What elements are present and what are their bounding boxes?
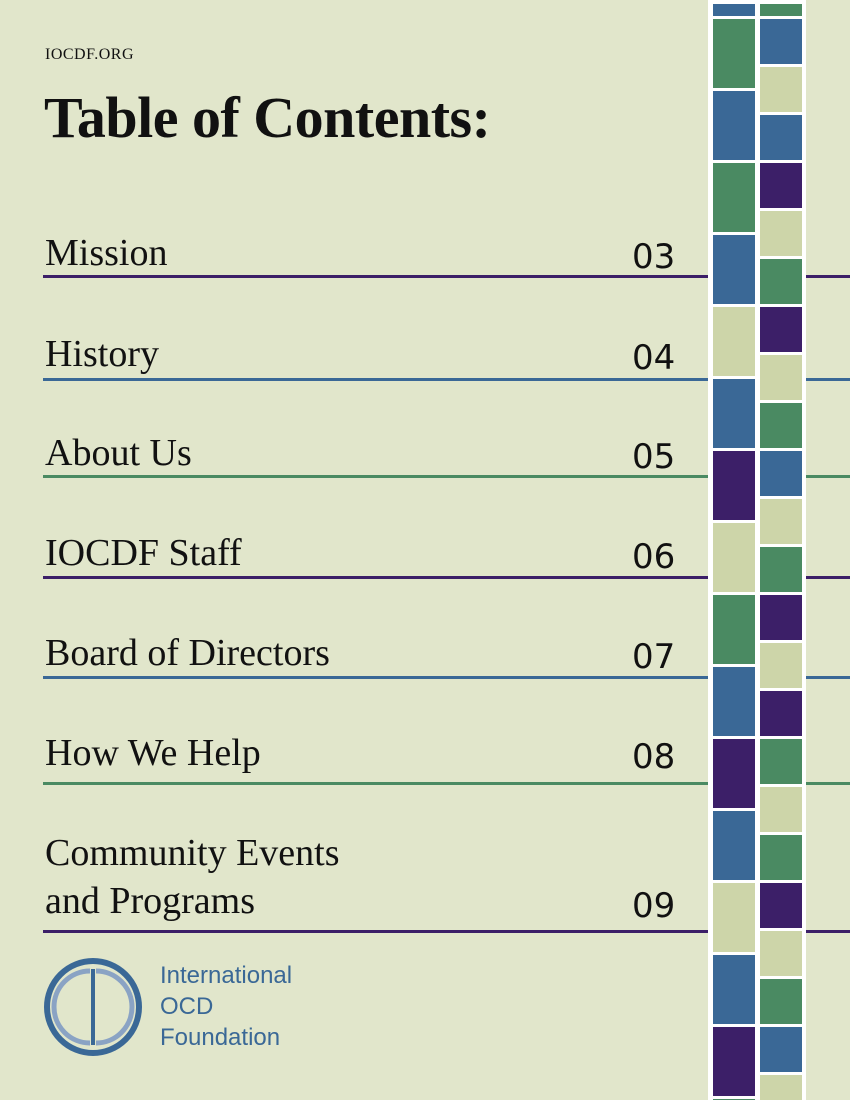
logo-line-international: International xyxy=(160,962,293,989)
toc-item-label: About Us xyxy=(45,432,192,474)
mosaic-tile xyxy=(760,115,802,160)
mosaic-tile xyxy=(760,19,802,64)
logo-line-ocd: OCD xyxy=(160,993,214,1020)
mosaic-tile xyxy=(713,1027,755,1096)
mosaic-tile xyxy=(713,379,755,448)
mosaic-tile xyxy=(713,523,755,592)
mosaic-tile xyxy=(713,451,755,520)
mosaic-tile xyxy=(760,883,802,928)
mosaic-tile xyxy=(760,211,802,256)
mosaic-tile xyxy=(760,739,802,784)
toc-item-label: Board of Directors xyxy=(45,632,330,674)
mosaic-tile xyxy=(760,499,802,544)
mosaic-tile xyxy=(760,979,802,1024)
toc-item-page-number: 05 xyxy=(632,437,676,477)
toc-item-community-events[interactable]: Community Events and Programs 09 xyxy=(0,829,850,935)
toc-item-iocdf-staff[interactable]: IOCDF Staff 06 xyxy=(0,529,850,581)
toc-item-page-number: 09 xyxy=(632,886,676,926)
toc-item-mission[interactable]: Mission 03 xyxy=(0,229,850,281)
mosaic-tile xyxy=(760,1075,802,1100)
mosaic-tile xyxy=(760,691,802,736)
logo-line-foundation: Foundation xyxy=(160,1024,281,1051)
mosaic-tile xyxy=(760,4,802,16)
page-title: Table of Contents: xyxy=(44,85,491,150)
mosaic-tile xyxy=(713,307,755,376)
toc-divider xyxy=(43,782,850,785)
toc-item-label: Community Events and Programs xyxy=(45,832,340,922)
toc-item-page-number: 04 xyxy=(632,338,676,378)
toc-item-label: IOCDF Staff xyxy=(45,532,242,574)
toc-divider xyxy=(43,576,850,579)
mosaic-tile xyxy=(713,595,755,664)
toc-item-board-of-directors[interactable]: Board of Directors 07 xyxy=(0,629,850,681)
toc-item-label: History xyxy=(45,333,159,375)
mosaic-tile xyxy=(760,403,802,448)
iocdf-logo: International OCD Foundation xyxy=(43,957,303,1057)
mosaic-tile xyxy=(713,163,755,232)
mosaic-tile xyxy=(713,739,755,808)
mosaic-tile xyxy=(760,355,802,400)
mosaic-tile xyxy=(713,235,755,304)
site-url: IOCDF.ORG xyxy=(45,46,135,63)
mosaic-tile xyxy=(760,67,802,112)
toc-divider xyxy=(43,378,850,381)
mosaic-tile xyxy=(760,835,802,880)
mosaic-tile xyxy=(760,163,802,208)
mosaic-tile xyxy=(760,1027,802,1072)
mosaic-tile xyxy=(760,307,802,352)
logo-wordmark: International OCD Foundation xyxy=(160,960,292,1053)
toc-divider xyxy=(43,676,850,679)
mosaic-tile xyxy=(713,4,755,16)
decorative-mosaic xyxy=(708,0,806,1100)
mosaic-tile xyxy=(713,811,755,880)
toc-item-label: Mission xyxy=(45,232,168,274)
toc-divider xyxy=(43,930,850,933)
mosaic-tile xyxy=(713,667,755,736)
mosaic-tile xyxy=(713,883,755,952)
mosaic-tile xyxy=(760,787,802,832)
toc-item-about-us[interactable]: About Us 05 xyxy=(0,429,850,481)
toc-divider xyxy=(43,475,850,478)
mosaic-tile xyxy=(713,955,755,1024)
toc-item-page-number: 08 xyxy=(632,737,676,777)
toc-item-page-number: 03 xyxy=(632,237,676,277)
mosaic-tile xyxy=(713,91,755,160)
mosaic-tile xyxy=(760,595,802,640)
toc-item-page-number: 06 xyxy=(632,537,676,577)
mosaic-tile xyxy=(713,19,755,88)
mosaic-tile xyxy=(760,643,802,688)
mosaic-tile xyxy=(760,259,802,304)
ocd-circle-logo-icon xyxy=(44,958,142,1056)
toc-item-page-number: 07 xyxy=(632,637,676,677)
mosaic-tile xyxy=(760,451,802,496)
mosaic-tile xyxy=(760,931,802,976)
toc-divider xyxy=(43,275,850,278)
toc-item-history[interactable]: History 04 xyxy=(0,330,850,382)
toc-item-label: How We Help xyxy=(45,732,261,774)
mosaic-tile xyxy=(760,547,802,592)
toc-item-how-we-help[interactable]: How We Help 08 xyxy=(0,729,850,787)
